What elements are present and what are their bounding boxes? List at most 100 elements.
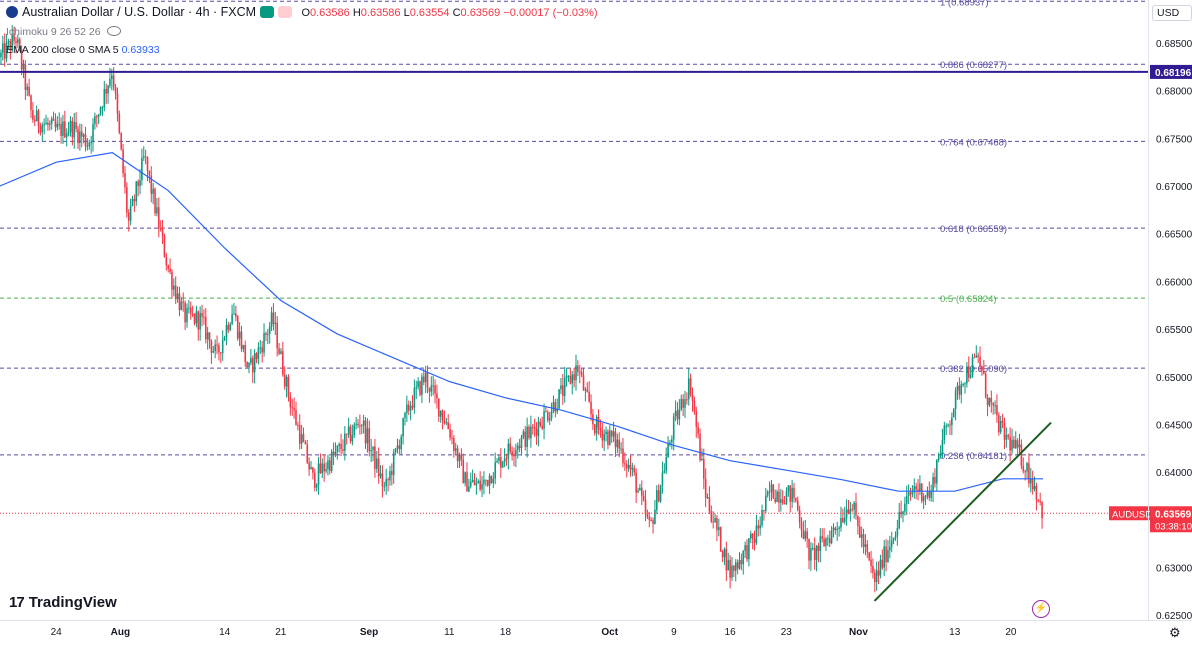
candle-body [186, 308, 188, 323]
candle-body [966, 366, 968, 384]
bolt-icon[interactable]: ⚡ [1032, 600, 1050, 618]
candle-body [325, 469, 327, 472]
countdown-label: 03:38:10 [1155, 521, 1192, 532]
candle-body [727, 559, 730, 571]
candle-body [227, 325, 230, 331]
price-tick-label: 0.62500 [1156, 611, 1192, 622]
time-tick-label: 9 [671, 627, 677, 638]
candle-body [345, 433, 348, 435]
candle-body [988, 397, 991, 406]
candle-body [41, 124, 44, 133]
candle-body [723, 548, 726, 558]
candle-body [607, 431, 609, 446]
price-tick-label: 0.63000 [1156, 564, 1192, 575]
candle-body [402, 418, 404, 437]
candle-body [577, 365, 579, 372]
candle-body [287, 376, 290, 397]
candle-body [868, 552, 870, 560]
candle-body [289, 396, 292, 408]
candle-body [930, 490, 932, 498]
candle-body [909, 492, 912, 495]
candle-body [204, 317, 207, 340]
candle-body [483, 479, 485, 485]
candle-body [180, 301, 183, 310]
candle-body [453, 437, 455, 451]
ichimoku-label: Ichimoku 9 26 52 26 [6, 26, 101, 38]
candle-body [793, 487, 795, 498]
ema-legend[interactable]: EMA 200 close 0 SMA 5 0.63933 [6, 44, 160, 56]
candle-body [28, 86, 30, 96]
candle-body [218, 345, 220, 353]
candle-body [22, 64, 25, 70]
candle-body [238, 331, 241, 339]
candle-body [588, 391, 590, 402]
candle-body [94, 116, 96, 125]
candle-body [477, 480, 480, 484]
candle-body [413, 387, 416, 408]
aud-usd-flag-icon [6, 6, 18, 18]
candle-body [139, 180, 141, 187]
candle-body [116, 93, 119, 114]
candle-body [26, 86, 29, 90]
candle-body [825, 538, 827, 546]
candle-body [924, 496, 927, 498]
gear-icon[interactable]: ⚙ [1169, 625, 1181, 640]
candle-body [811, 548, 814, 550]
candle-body [547, 412, 549, 421]
candle-body [225, 325, 228, 338]
candle-body [127, 212, 130, 221]
tradingview-logo[interactable]: 17 TradingView [9, 594, 117, 611]
candle-body [195, 311, 198, 324]
symbol-title[interactable]: Australian Dollar / U.S. Dollar · 4h · F… [22, 5, 257, 19]
price-tick-label: 0.66000 [1156, 277, 1192, 288]
candle-body [979, 356, 981, 366]
candle-body [676, 410, 679, 420]
price-tick-label: 0.67500 [1156, 134, 1192, 145]
candle-body [364, 420, 367, 444]
candle-body [308, 462, 310, 470]
support-trendline [873, 421, 1052, 602]
candle-body [522, 431, 525, 438]
candle-body [492, 478, 495, 484]
candle-body [2, 43, 4, 53]
candle-body [479, 480, 481, 490]
candle-body [520, 437, 523, 449]
ichimoku-legend[interactable]: Ichimoku 9 26 52 26 [6, 26, 121, 38]
candle-body [161, 229, 164, 236]
candle-body [278, 348, 280, 354]
candle-body [586, 389, 589, 392]
currency-button[interactable]: USD [1152, 5, 1192, 21]
candle-body [603, 433, 605, 441]
candle-body [902, 511, 904, 515]
candle-body [201, 313, 203, 317]
candle-body [567, 375, 570, 377]
fibonacci-levels: 1 (0.68937) 0.886 (0.68277) 0.764 (0.67468… [0, 0, 1146, 462]
candle-body [329, 460, 331, 471]
candle-body [954, 390, 957, 410]
candle-body [513, 455, 515, 457]
candle-body [370, 450, 372, 452]
candle-body [984, 373, 987, 398]
market-status-icon[interactable] [260, 6, 275, 18]
candle-body [740, 559, 743, 565]
candle-body [466, 472, 468, 492]
fib-level-label: 0.764 (0.67468) [940, 137, 1007, 148]
candle-body [967, 366, 970, 378]
candle-body [494, 462, 496, 479]
candle-body [996, 405, 998, 416]
candle-body [548, 418, 551, 421]
candle-body [1013, 439, 1015, 449]
candle-body [58, 123, 60, 125]
candle-body [661, 472, 664, 486]
hidden-eye-icon[interactable] [106, 26, 121, 36]
candle-body [244, 344, 247, 363]
candle-body [79, 131, 81, 144]
time-tick-label: 20 [1005, 627, 1017, 638]
candle-body [351, 434, 354, 442]
data-status-icon[interactable] [278, 6, 293, 18]
time-tick-label: 14 [219, 627, 231, 638]
candle-body [721, 551, 724, 558]
candle-body [975, 355, 978, 358]
